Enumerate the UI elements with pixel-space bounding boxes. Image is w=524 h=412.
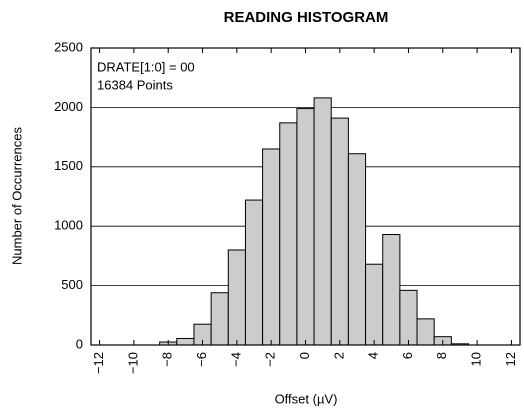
bar xyxy=(347,153,367,346)
bar xyxy=(330,117,349,346)
x-tick-label: 6 xyxy=(400,352,415,359)
y-tick-label: 1500 xyxy=(54,158,83,173)
bar xyxy=(262,148,281,346)
bar xyxy=(416,318,435,346)
x-tick-label: 10 xyxy=(469,352,484,366)
bar xyxy=(279,122,298,346)
y-axis-label: Number of Occurrences xyxy=(9,127,24,265)
y-tick-label: 500 xyxy=(61,277,83,292)
bar xyxy=(176,337,195,346)
bar xyxy=(382,234,401,346)
y-tick-label: 2000 xyxy=(54,99,83,114)
bar xyxy=(313,97,332,346)
y-tick-label: 0 xyxy=(76,336,83,351)
x-tick-label: −4 xyxy=(228,352,243,367)
annotation: DRATE[1:0] = 00 xyxy=(97,59,195,74)
x-tick-label: 8 xyxy=(434,352,449,359)
x-tick-label: 12 xyxy=(503,352,518,366)
x-tick-label: 4 xyxy=(366,352,381,359)
bar xyxy=(296,108,315,346)
x-tick-label: −8 xyxy=(160,352,175,367)
bar xyxy=(210,292,229,346)
y-tick-label: 1000 xyxy=(54,218,83,233)
x-tick-label: −6 xyxy=(194,352,209,367)
bar xyxy=(365,263,384,346)
x-axis-label: Offset (µV) xyxy=(275,391,338,406)
x-tick-label: 0 xyxy=(297,352,312,359)
bar xyxy=(399,289,418,346)
annotation: 16384 Points xyxy=(97,77,173,92)
x-tick-label: −10 xyxy=(125,352,140,374)
bar xyxy=(227,249,246,346)
bar xyxy=(244,199,264,346)
y-tick-label: 2500 xyxy=(54,39,83,54)
x-tick-label: 2 xyxy=(331,352,346,359)
x-tick-label: −12 xyxy=(91,352,106,374)
chart-title: READING HISTOGRAM xyxy=(224,9,389,26)
x-tick-label: −2 xyxy=(263,352,278,367)
plot-frame xyxy=(90,47,521,346)
